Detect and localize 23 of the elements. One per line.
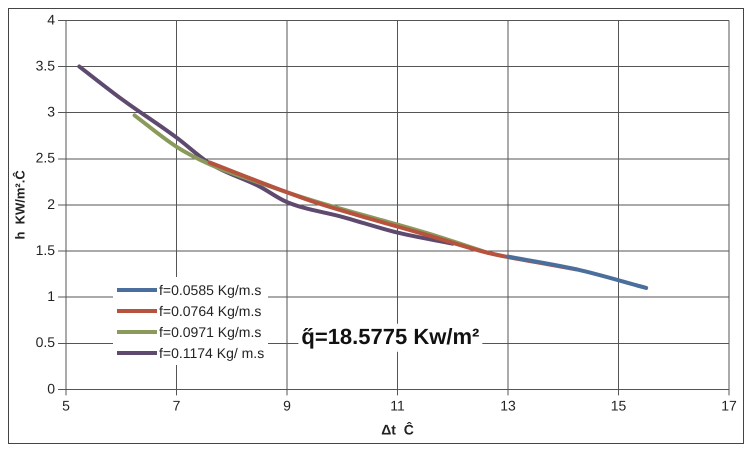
x-tick-label: 17 (721, 398, 737, 414)
y-tick-label: 1.5 (36, 242, 56, 258)
legend-label: f=0.0764 Kg/m.s (159, 302, 262, 318)
y-tick-label: 2.5 (36, 150, 56, 166)
legend-label: f=0.1174 Kg/ m.s (159, 344, 264, 360)
x-tick-label: 7 (172, 398, 181, 414)
y-tick-label: 4 (47, 11, 56, 28)
y-tick-label: 3.5 (36, 57, 56, 74)
x-tick-label: 11 (390, 398, 406, 414)
y-tick-label: 1 (47, 288, 56, 304)
x-tick-label: 13 (500, 398, 516, 414)
x-tick-label: 15 (610, 398, 627, 414)
annotation: q̋=18.5775 Kw/m² (301, 324, 480, 349)
x-tick-label: 9 (283, 398, 292, 414)
y-tick-label: 2 (47, 196, 56, 212)
x-axis-title: Δt Ĉ (381, 421, 414, 438)
y-tick-label: 3 (47, 104, 56, 120)
legend-label: f=0.0585 Kg/m.s (159, 282, 262, 298)
y-tick-label: 0 (47, 380, 56, 396)
y-tick-label: 0.5 (36, 334, 56, 350)
x-tick-label: 5 (62, 398, 70, 414)
y-axis-title: h KW/m².Ĉ (12, 170, 28, 240)
legend-label: f=0.0971 Kg/m.s (159, 324, 262, 340)
